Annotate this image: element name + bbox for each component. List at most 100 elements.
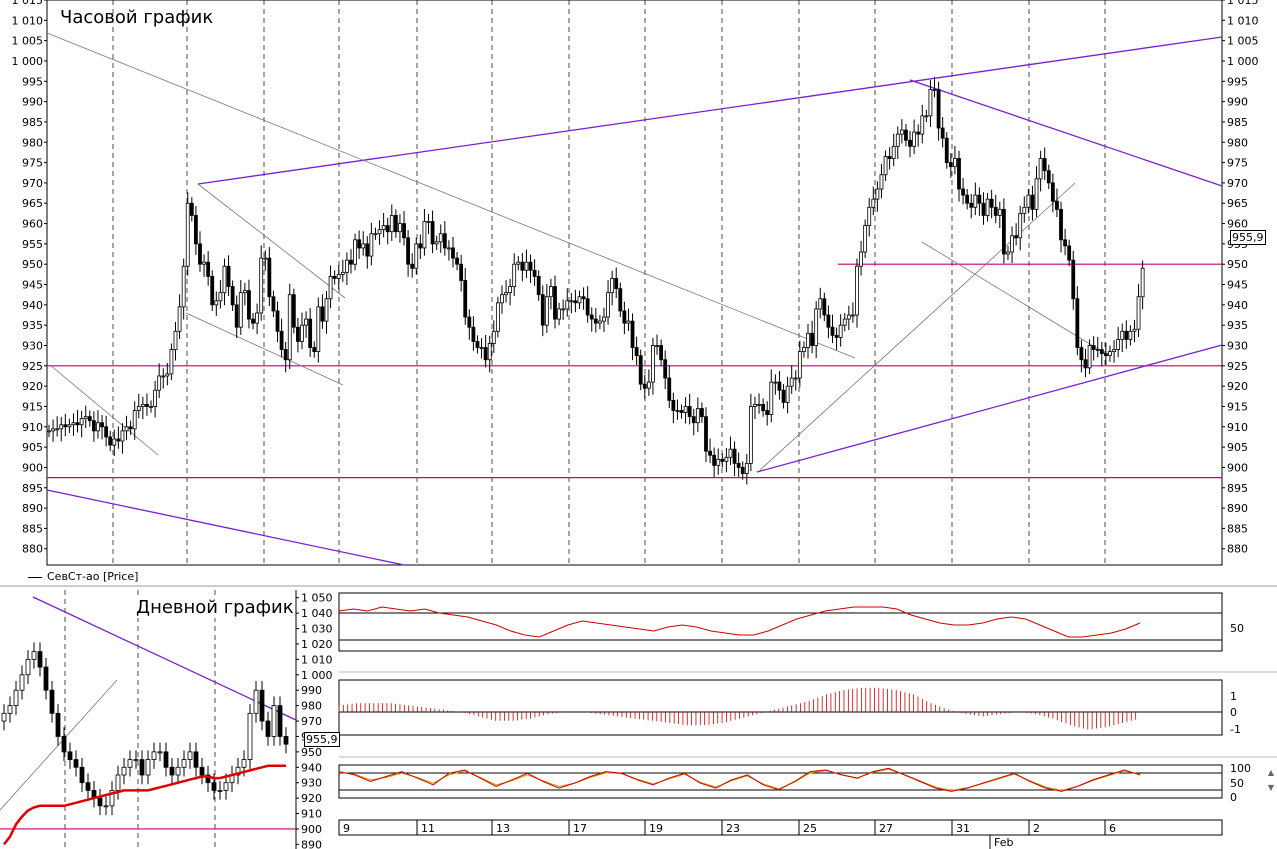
x-tick-label: 31 [956,822,970,835]
candle-body [328,276,333,300]
candle-body [720,458,725,462]
candle-body [777,381,782,391]
candle-body [153,389,157,407]
candle-body [953,158,957,168]
candle-body [883,156,888,176]
candle-body [349,259,353,265]
candle-body [414,243,419,269]
candle-body [544,296,549,326]
y-tick-label-left: 905 [22,441,43,454]
y-tick-label-right: 950 [1227,258,1248,271]
candle-body [442,233,447,249]
y-tick-label-right: 975 [1227,157,1248,170]
candle-body [512,263,517,287]
y-tick-label-right: 925 [1227,360,1248,373]
candle-body [1042,158,1047,172]
oscillator-3-frame [338,764,1223,799]
oscillator-3-label: 100 [1230,762,1251,775]
candle-body [1038,158,1043,180]
candle-body [109,790,115,807]
x-tick-label: 23 [726,822,740,835]
candle-body [793,377,798,380]
candle-body [235,766,241,776]
candle-body [121,766,127,776]
candle-body [283,736,289,745]
candle-body [279,330,284,350]
candle-body [838,324,843,338]
candle-body [210,276,215,306]
candle-body [1063,239,1067,247]
candle-body [238,292,243,328]
channel-line [185,312,344,386]
candle-body [855,265,859,316]
candle-body [55,428,60,431]
candle-body [157,751,163,754]
candle-body [61,736,67,753]
candle-body [308,318,313,348]
candle-body [67,751,73,760]
daily-y-tick-label: 1 020 [301,638,333,651]
candle-body [187,751,193,760]
candle-body [1022,206,1027,214]
candle-body [655,345,659,347]
candle-body [879,174,884,190]
candle-body [430,221,435,245]
x-tick-label: 17 [573,822,587,835]
y-tick-label-left: 925 [22,360,43,373]
candle-body [259,689,265,722]
candle-body [834,334,839,338]
candle-body [7,705,13,714]
y-tick-label-left: 985 [22,116,43,129]
candle-body [753,404,757,407]
candle-body [846,314,851,320]
candle-body [51,428,55,432]
candle-body [1071,259,1076,300]
scroll-up-button[interactable]: ▲ [1267,768,1275,777]
scroll-down-button[interactable]: ▼ [1267,783,1275,792]
candle-body [1,712,7,722]
oscillator-1-frame [338,592,1223,652]
candle-body [79,766,85,784]
candle-body [87,416,92,422]
candle-body [128,426,133,430]
y-tick-label-right: 890 [1227,502,1248,515]
candle-body [175,766,181,776]
candle-body [193,751,199,768]
candle-body [859,251,863,267]
daily-y-tick-label: 920 [301,792,322,805]
candle-body [1059,208,1063,241]
candle-body [271,296,276,312]
candle-body [708,450,712,456]
candle-body [402,223,406,239]
candle-body [267,257,272,298]
candle-body [185,202,190,267]
candle-body [761,404,766,411]
candle-body [491,330,496,344]
candle-body [438,233,443,243]
candle-body [769,381,774,416]
daily-y-tick-label: 990 [301,684,322,697]
y-tick-label-left: 935 [22,319,43,332]
x-tick-label: 9 [343,822,350,835]
candle-body [19,674,25,691]
candle-body [214,300,219,306]
candle-body [500,294,504,304]
candle-body [475,341,480,348]
candle-body [1034,178,1039,210]
candle-body [217,790,223,792]
candle-body [165,373,170,377]
candle-body [965,194,970,204]
candle-body [43,666,49,691]
candle-body [565,300,570,310]
y-tick-label-left: 975 [22,157,43,170]
candle-body [528,261,533,271]
y-tick-label-right: 970 [1227,177,1248,190]
candle-body [124,426,129,432]
oscillator-2-frame [338,679,1223,736]
candle-body [899,129,904,135]
candle-body [85,782,91,791]
candle-body [981,202,986,216]
y-tick-label-right: 940 [1227,299,1248,312]
candle-body [263,257,268,260]
